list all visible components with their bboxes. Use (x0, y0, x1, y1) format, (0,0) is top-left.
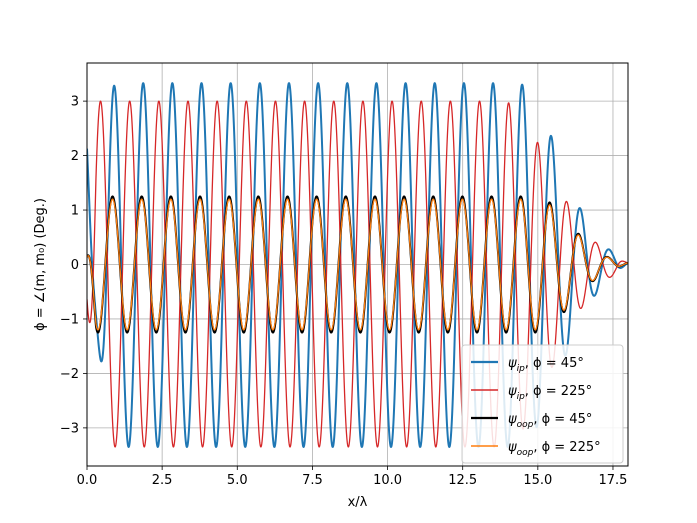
legend-box (461, 344, 624, 464)
legend-entry-2: ψip, ϕ = 225° (508, 384, 592, 402)
x-tick-label: 2.5 (152, 473, 173, 488)
series-line-4 (87, 198, 628, 331)
x-tick-label: 17.5 (598, 473, 627, 488)
x-tick-label: 12.5 (448, 473, 477, 488)
x-tick-label: 10.0 (373, 473, 402, 488)
x-tick-label: 0.0 (77, 473, 98, 488)
series-line-2 (87, 100, 628, 448)
y-tick-label: 1 (71, 204, 79, 219)
y-axis-label: ϕ = ∠(m, m₀) (Deg.) (33, 198, 48, 331)
y-tick-label: 2 (71, 149, 79, 164)
y-tick-label: −1 (60, 312, 79, 327)
x-tick-label: 5.0 (227, 473, 248, 488)
legend: ψip, ϕ = 45° ψip, ϕ = 225° ψoop, ϕ = 45° ψo… (461, 344, 624, 464)
legend-entry-3: ψoop, ϕ = 45° (508, 412, 592, 430)
legend-entry-1: ψip, ϕ = 45° (508, 356, 584, 374)
axis-ticks: 0.0 2.5 5.0 7.5 10.0 12.5 15.0 17.5 −3 −2 −1 0 1 2 3 (60, 95, 628, 488)
x-axis-label: x/λ (348, 495, 368, 510)
y-tick-label: 3 (71, 95, 79, 110)
x-tick-label: 7.5 (302, 473, 323, 488)
legend-entry-4: ψoop, ϕ = 225° (508, 440, 601, 458)
y-tick-label: 0 (71, 258, 79, 273)
y-tick-label: −2 (60, 367, 79, 382)
y-tick-label: −3 (60, 421, 79, 436)
x-tick-label: 15.0 (523, 473, 552, 488)
